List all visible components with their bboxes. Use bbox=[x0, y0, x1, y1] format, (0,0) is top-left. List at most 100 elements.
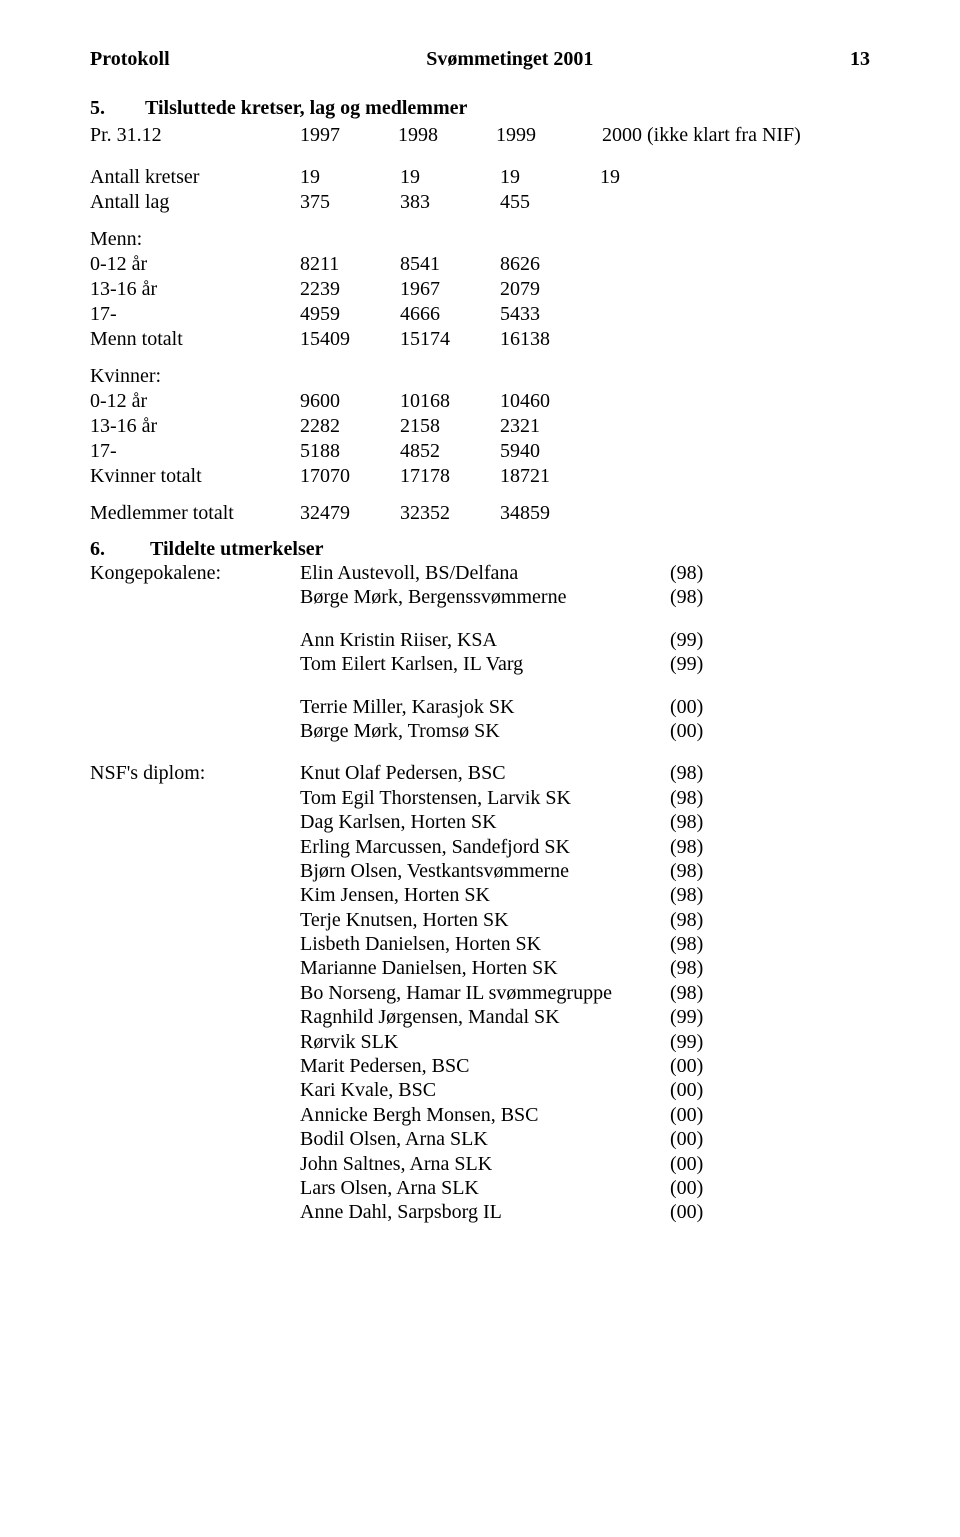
cell: 34859 bbox=[500, 501, 600, 526]
table-row: 13-16 år 2239 1967 2079 bbox=[90, 277, 870, 302]
cell: 8541 bbox=[400, 252, 500, 277]
award-row: Terrie Miller, Karasjok SK (00) bbox=[90, 695, 870, 719]
award-row: Marianne Danielsen, Horten SK(98) bbox=[90, 956, 870, 980]
award-row: Rørvik SLK(99) bbox=[90, 1030, 870, 1054]
cell: 5433 bbox=[500, 302, 600, 327]
award-name: Bjørn Olsen, Vestkantsvømmerne bbox=[300, 859, 670, 883]
row-label: Medlemmer totalt bbox=[90, 501, 300, 526]
award-row: Bo Norseng, Hamar IL svømmegruppe(98) bbox=[90, 981, 870, 1005]
table-row: Kvinner totalt 17070 17178 18721 bbox=[90, 464, 870, 489]
year-lead: Pr. 31.12 bbox=[90, 124, 180, 147]
table-row: 17- 4959 4666 5433 bbox=[90, 302, 870, 327]
table-row: Medlemmer totalt 32479 32352 34859 bbox=[90, 501, 870, 526]
page-header: Protokoll Svømmetinget 2001 13 bbox=[90, 48, 870, 71]
award-row: Tom Eilert Karlsen, IL Varg (99) bbox=[90, 652, 870, 676]
row-label: Antall lag bbox=[90, 190, 300, 215]
header-center: Svømmetinget 2001 bbox=[426, 48, 593, 71]
award-name: Dag Karlsen, Horten SK bbox=[300, 810, 670, 834]
award-year: (99) bbox=[670, 1030, 730, 1054]
award-row: Bjørn Olsen, Vestkantsvømmerne(98) bbox=[90, 859, 870, 883]
cell: 19 bbox=[500, 165, 600, 190]
award-name: Bo Norseng, Hamar IL svømmegruppe bbox=[300, 981, 670, 1005]
kongepokal-block: Kongepokalene: Elin Austevoll, BS/Delfan… bbox=[90, 561, 870, 743]
award-name: Børge Mørk, Bergenssvømmerne bbox=[300, 585, 670, 609]
award-year: (98) bbox=[670, 585, 730, 609]
award-row: Tom Egil Thorstensen, Larvik SK(98) bbox=[90, 786, 870, 810]
cell: 19 bbox=[400, 165, 500, 190]
header-left: Protokoll bbox=[90, 48, 170, 71]
award-year: (00) bbox=[670, 1054, 730, 1078]
section-6-heading: 6. Tildelte utmerkelser bbox=[90, 538, 870, 561]
award-row: Marit Pedersen, BSC(00) bbox=[90, 1054, 870, 1078]
award-row: Kongepokalene: Elin Austevoll, BS/Delfan… bbox=[90, 561, 870, 585]
award-name: Bodil Olsen, Arna SLK bbox=[300, 1127, 670, 1151]
cell: 8211 bbox=[300, 252, 400, 277]
cell: 5188 bbox=[300, 439, 400, 464]
cell: 2239 bbox=[300, 277, 400, 302]
year-1998: 1998 bbox=[398, 124, 496, 147]
award-name: Lars Olsen, Arna SLK bbox=[300, 1176, 670, 1200]
cell: 32479 bbox=[300, 501, 400, 526]
cell: 19 bbox=[600, 165, 730, 190]
table-row: Antall lag 375 383 455 bbox=[90, 190, 870, 215]
cell: 10168 bbox=[400, 389, 500, 414]
award-name: Ragnhild Jørgensen, Mandal SK bbox=[300, 1005, 670, 1029]
menn-heading: Menn: bbox=[90, 227, 300, 252]
award-year: (00) bbox=[670, 719, 730, 743]
award-name: Knut Olaf Pedersen, BSC bbox=[300, 761, 670, 785]
award-name: Lisbeth Danielsen, Horten SK bbox=[300, 932, 670, 956]
award-year: (98) bbox=[670, 786, 730, 810]
award-name: Erling Marcussen, Sandefjord SK bbox=[300, 835, 670, 859]
award-name: Rørvik SLK bbox=[300, 1030, 670, 1054]
kongepokal-label: Kongepokalene: bbox=[90, 561, 300, 585]
cell: 19 bbox=[300, 165, 400, 190]
cell: 15174 bbox=[400, 327, 500, 352]
table-row: 0-12 år 9600 10168 10460 bbox=[90, 389, 870, 414]
diplom-block: NSF's diplom: Knut Olaf Pedersen, BSC (9… bbox=[90, 761, 870, 1224]
award-row: Anne Dahl, Sarpsborg IL(00) bbox=[90, 1200, 870, 1224]
cell: 2158 bbox=[400, 414, 500, 439]
cell: 5940 bbox=[500, 439, 600, 464]
award-name: Marit Pedersen, BSC bbox=[300, 1054, 670, 1078]
page: Protokoll Svømmetinget 2001 13 5. Tilslu… bbox=[0, 0, 960, 1537]
section-5-number: 5. bbox=[90, 97, 105, 120]
table-row: Antall kretser 19 19 19 19 bbox=[90, 165, 870, 190]
award-year: (98) bbox=[670, 835, 730, 859]
cell bbox=[600, 190, 730, 215]
award-year: (00) bbox=[670, 1078, 730, 1102]
cell: 16138 bbox=[500, 327, 600, 352]
year-1999: 1999 bbox=[496, 124, 594, 147]
row-label: Menn totalt bbox=[90, 327, 300, 352]
award-year: (98) bbox=[670, 810, 730, 834]
cell: 4666 bbox=[400, 302, 500, 327]
cell: 9600 bbox=[300, 389, 400, 414]
header-right: 13 bbox=[850, 48, 870, 71]
section-5-heading: 5. Tilsluttede kretser, lag og medlemmer bbox=[90, 97, 870, 120]
award-row: Børge Mørk, Bergenssvømmerne (98) bbox=[90, 585, 870, 609]
year-2000: 2000 (ikke klart fra NIF) bbox=[602, 124, 801, 147]
award-name: Børge Mørk, Tromsø SK bbox=[300, 719, 670, 743]
row-label: 13-16 år bbox=[90, 414, 300, 439]
award-name: Annicke Bergh Monsen, BSC bbox=[300, 1103, 670, 1127]
award-row: Kari Kvale, BSC(00) bbox=[90, 1078, 870, 1102]
top-table: Antall kretser 19 19 19 19 Antall lag 37… bbox=[90, 165, 870, 215]
award-year: (99) bbox=[670, 628, 730, 652]
row-label: Kvinner totalt bbox=[90, 464, 300, 489]
cell: 1967 bbox=[400, 277, 500, 302]
cell: 10460 bbox=[500, 389, 600, 414]
award-name: Elin Austevoll, BS/Delfana bbox=[300, 561, 670, 585]
award-name: Terrie Miller, Karasjok SK bbox=[300, 695, 670, 719]
award-year: (00) bbox=[670, 1200, 730, 1224]
table-row: 17- 5188 4852 5940 bbox=[90, 439, 870, 464]
cell: 455 bbox=[500, 190, 600, 215]
kvinner-heading: Kvinner: bbox=[90, 364, 300, 389]
award-year: (00) bbox=[670, 695, 730, 719]
award-row: Ragnhild Jørgensen, Mandal SK(99) bbox=[90, 1005, 870, 1029]
table-row: 0-12 år 8211 8541 8626 bbox=[90, 252, 870, 277]
row-label: 13-16 år bbox=[90, 277, 300, 302]
row-label: 17- bbox=[90, 439, 300, 464]
award-name: Tom Egil Thorstensen, Larvik SK bbox=[300, 786, 670, 810]
award-year: (98) bbox=[670, 761, 730, 785]
award-row: Ann Kristin Riiser, KSA (99) bbox=[90, 628, 870, 652]
award-year: (98) bbox=[670, 561, 730, 585]
